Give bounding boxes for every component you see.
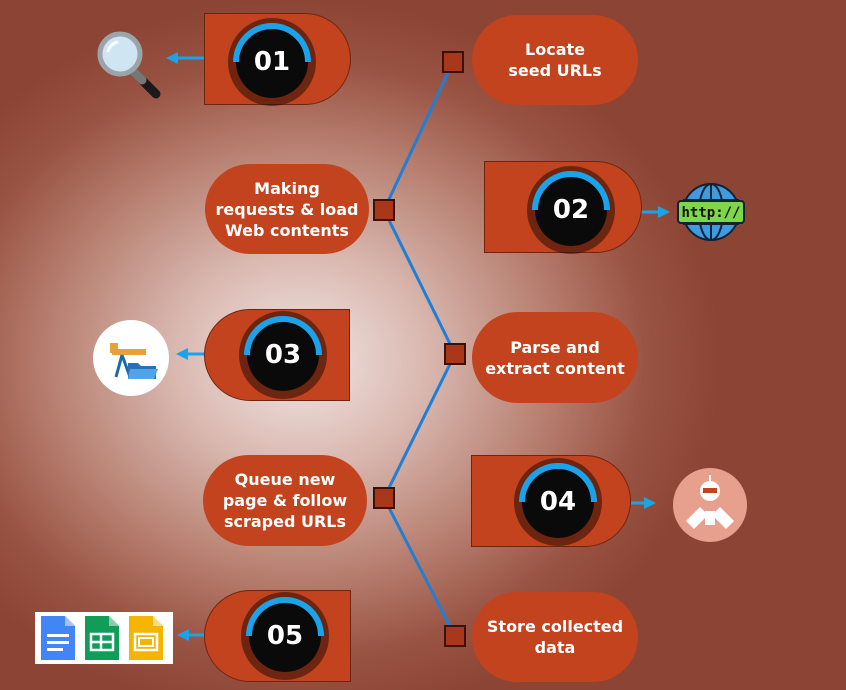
- http-globe-icon: http://: [677, 183, 745, 241]
- label-line: page & follow: [222, 491, 348, 510]
- arrow-head-05: [177, 629, 189, 641]
- step-02-disc: 02: [535, 174, 607, 246]
- label-line: Parse and: [510, 337, 600, 357]
- pill-making-requests: Making requests & load Web contents: [205, 164, 369, 254]
- label-line: data: [534, 638, 576, 657]
- label-line: Making: [254, 178, 320, 198]
- junction-square-2: [373, 199, 395, 221]
- http-text: http://: [681, 205, 740, 221]
- label-line: Locate: [525, 40, 585, 59]
- junction-square-3: [444, 343, 466, 365]
- pill-parse-extract: Parse and extract content: [472, 312, 638, 403]
- oil-pump-folder-icon: [93, 320, 169, 396]
- label-line: Store collected: [486, 617, 624, 636]
- junction-square-4: [373, 487, 395, 509]
- arrow-head-04: [644, 497, 656, 509]
- step-03-progress-arc: [244, 316, 322, 356]
- magnifier-icon: [97, 31, 161, 99]
- label-line: scraped URLs: [223, 512, 347, 531]
- step-01-progress-arc: [233, 23, 311, 63]
- docs-sheets-slides-graphic: [41, 616, 163, 660]
- junction-square-1: [442, 51, 464, 73]
- pill-queue-new-page: Queue new page & follow scraped URLs: [203, 455, 367, 546]
- junction-square-5: [444, 625, 466, 647]
- label-line: Queue new: [234, 470, 336, 489]
- arrow-head-03: [176, 348, 188, 360]
- step-02-progress-arc: [532, 171, 610, 211]
- pill-locate-seed-urls: Locate seed URLs: [472, 15, 638, 105]
- label-line: extract content: [485, 358, 625, 378]
- label-line: Web contents: [225, 220, 349, 240]
- docs-sheets-slides-icon: [35, 612, 173, 664]
- step-04-progress-arc: [519, 463, 597, 503]
- label-line: requests & load: [215, 199, 359, 219]
- arrow-head-02: [658, 206, 670, 218]
- step-05-progress-arc: [246, 597, 324, 637]
- pill-store-collected-data: Store collected data: [472, 592, 638, 682]
- robot-scraper-icon: [673, 468, 747, 542]
- arrow-head-01: [166, 52, 178, 64]
- label-line: seed URLs: [508, 61, 602, 80]
